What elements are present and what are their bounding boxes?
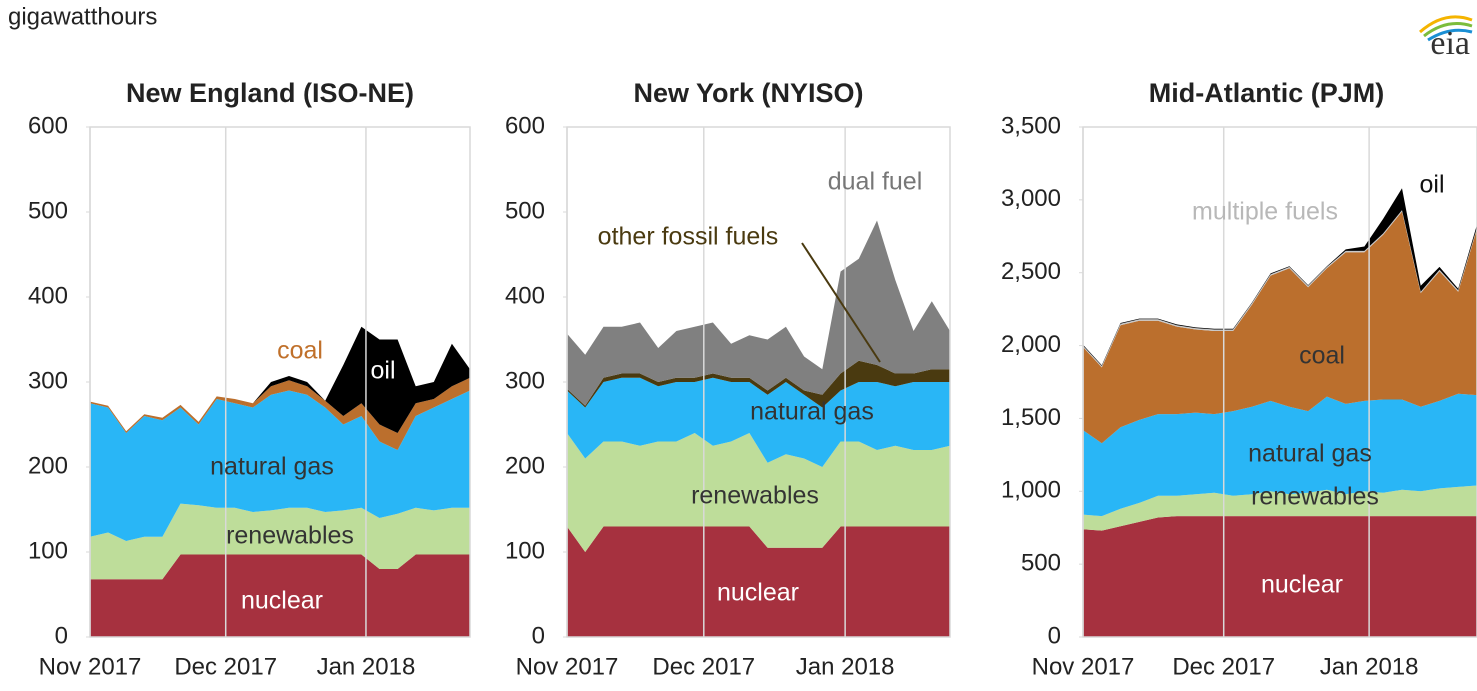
panel-title: Mid-Atlantic (PJM) [1149, 78, 1385, 108]
x-tick-label: Jan 2018 [317, 653, 416, 680]
area [1083, 485, 1477, 531]
area [1083, 211, 1477, 444]
series-label: coal [277, 337, 323, 365]
x-tick-label: Dec 2017 [174, 653, 277, 680]
x-tick-label: Dec 2017 [1172, 653, 1275, 680]
series-label: multiple fuels [1192, 198, 1338, 226]
series-label: natural gas [750, 398, 874, 426]
panel-title: New England (ISO-NE) [126, 78, 414, 108]
area [567, 220, 950, 406]
area [1083, 516, 1477, 637]
x-tick-label: Jan 2018 [1320, 653, 1419, 680]
series-label: oil [370, 357, 395, 385]
x-tick-label: Nov 2017 [516, 653, 619, 680]
area [90, 554, 470, 637]
y-tick-label: 2,000 [1001, 331, 1061, 358]
area [90, 390, 470, 541]
x-tick-label: Nov 2017 [39, 653, 142, 680]
y-tick-label: 400 [28, 282, 68, 309]
y-tick-label: 0 [1048, 622, 1061, 649]
unit-label: gigawatthours [8, 3, 157, 30]
x-tick-label: Dec 2017 [652, 653, 755, 680]
y-tick-label: 300 [505, 367, 545, 394]
area [1083, 188, 1477, 366]
y-tick-label: 200 [505, 452, 545, 479]
series-label: nuclear [241, 587, 323, 615]
series-label: renewables [1251, 483, 1379, 511]
panel-title: New York (NYISO) [633, 78, 863, 108]
y-tick-label: 300 [28, 367, 68, 394]
y-tick-label: 200 [28, 452, 68, 479]
series-label: coal [1299, 342, 1345, 370]
area [567, 433, 950, 552]
y-tick-label: 600 [28, 112, 68, 139]
area [90, 503, 470, 580]
logo-text: eia [1430, 25, 1470, 62]
logo-arc [1419, 15, 1473, 34]
area [90, 326, 470, 433]
logo: eia [1419, 15, 1473, 62]
y-tick-label: 500 [505, 197, 545, 224]
y-tick-label: 100 [505, 537, 545, 564]
y-tick-label: 0 [532, 622, 545, 649]
panel: Mid-Atlantic (PJM) nuclear renewables natur… [1001, 78, 1477, 680]
x-tick-label: Nov 2017 [1032, 653, 1135, 680]
y-tick-label: 1,000 [1001, 477, 1061, 504]
series-label: natural gas [210, 453, 334, 481]
area [567, 377, 950, 467]
y-tick-label: 2,500 [1001, 258, 1061, 285]
series-label: natural gas [1248, 440, 1372, 468]
series-label: nuclear [1261, 571, 1343, 599]
y-tick-label: 400 [505, 282, 545, 309]
series-label: dual fuel [828, 168, 923, 196]
y-tick-label: 500 [1021, 549, 1061, 576]
y-tick-label: 3,000 [1001, 185, 1061, 212]
series-label: renewables [226, 522, 354, 550]
series-label: oil [1419, 171, 1444, 199]
logo-arc [1427, 28, 1473, 42]
y-tick-label: 600 [505, 112, 545, 139]
series-label: renewables [691, 482, 819, 510]
series-label: nuclear [717, 579, 799, 607]
leader-line [801, 242, 881, 363]
panel: New York (NYISO) nuclear renewables natural… [505, 78, 951, 680]
logo-arc [1423, 22, 1473, 38]
y-tick-label: 1,500 [1001, 404, 1061, 431]
area [567, 526, 950, 637]
plot-frame [1082, 126, 1477, 638]
y-tick-label: 3,500 [1001, 112, 1061, 139]
area [1083, 393, 1477, 517]
y-tick-label: 500 [28, 197, 68, 224]
x-tick-label: Jan 2018 [796, 653, 895, 680]
area [90, 377, 470, 450]
y-tick-label: 100 [28, 537, 68, 564]
panel: New England (ISO-NE) nuclear renewables nat… [28, 78, 471, 680]
series-label: other fossil fuels [598, 223, 779, 251]
y-tick-label: 0 [55, 622, 68, 649]
